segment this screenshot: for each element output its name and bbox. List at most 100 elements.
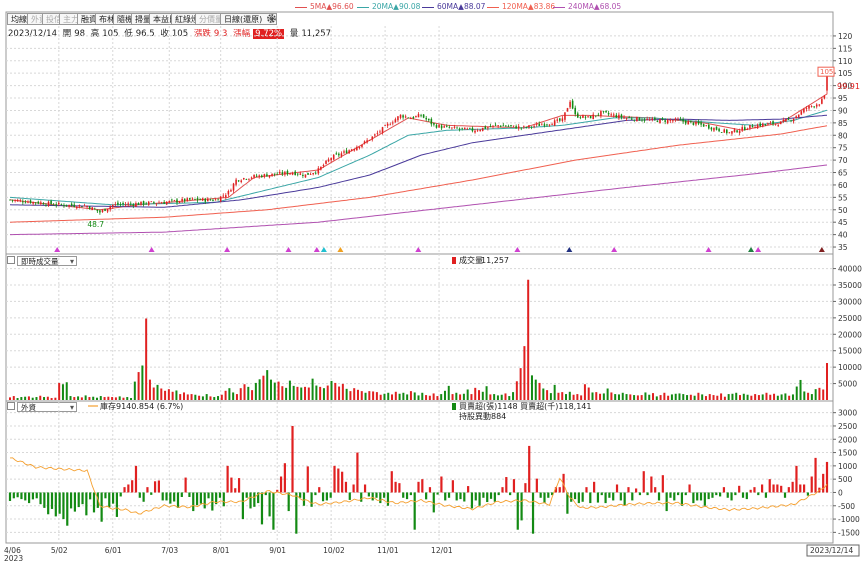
volume-bar <box>591 392 594 400</box>
candle <box>579 117 582 119</box>
candle <box>643 119 646 121</box>
price-tick-label: 70 <box>838 156 848 165</box>
candle <box>314 172 317 174</box>
candle <box>636 117 638 122</box>
price-tick-label: 40 <box>838 231 848 240</box>
netbuy-bar <box>688 484 691 493</box>
netbuy-bar <box>390 471 393 493</box>
candle <box>389 124 392 126</box>
netbuy-bar <box>375 492 378 498</box>
candle <box>510 125 512 127</box>
foreign-panel-settings-icon[interactable] <box>7 402 15 410</box>
volume-bar <box>716 395 719 400</box>
volume-bar <box>409 391 412 400</box>
candle <box>160 202 163 204</box>
candle <box>728 132 731 134</box>
gear-icon[interactable] <box>266 13 277 24</box>
netbuy-bar <box>661 475 664 493</box>
netbuy-bar <box>669 492 672 498</box>
candle <box>219 196 222 202</box>
netbuy-bar <box>657 492 661 501</box>
netbuy-bar <box>814 457 817 493</box>
netbuy-bar <box>623 492 626 506</box>
netbuy-bar <box>413 492 416 530</box>
volume-bar <box>205 394 208 400</box>
netbuy-bar <box>283 463 286 493</box>
ma-line-60ma <box>9 114 828 208</box>
candle <box>600 111 602 116</box>
volume-bar <box>73 397 76 400</box>
netbuy-bar <box>596 492 600 503</box>
netbuy-bar <box>810 476 813 493</box>
netbuy-bar <box>73 492 77 512</box>
candle <box>461 127 463 129</box>
volume-bar <box>182 392 185 400</box>
netbuy-bar <box>127 484 130 493</box>
netbuy-bar <box>783 492 787 498</box>
candle <box>119 204 122 205</box>
candle <box>420 115 422 117</box>
volume-bar <box>636 395 639 400</box>
volume-indicator-select[interactable]: 即時成交量 <box>17 256 77 267</box>
volume-bar <box>659 395 662 400</box>
candle <box>618 114 620 119</box>
volume-bar <box>818 387 821 400</box>
quote-close-label: 收 <box>160 29 169 39</box>
candle <box>88 206 91 210</box>
netbuy-bar <box>447 492 451 498</box>
volume-bar <box>156 384 159 400</box>
candle <box>751 125 754 128</box>
volume-bar <box>757 395 760 400</box>
candle <box>443 126 445 128</box>
netbuy-bar <box>489 492 493 499</box>
candle <box>397 116 399 121</box>
netbuy-bar <box>509 492 512 496</box>
netbuy-bar <box>43 492 46 508</box>
candle <box>471 127 474 132</box>
inventory-legend-label: 庫存9140.854 (6.7%) <box>100 401 183 411</box>
candle <box>135 203 137 207</box>
quote-pct-badge: 9.72% <box>253 29 285 39</box>
netbuy-bar <box>241 492 244 520</box>
candle <box>541 124 543 126</box>
volume-bar <box>69 396 72 400</box>
candle <box>55 204 58 206</box>
netbuy-bar <box>768 479 771 493</box>
netbuy-bar <box>566 492 569 514</box>
netbuy-bar <box>192 492 195 512</box>
candle <box>320 166 322 170</box>
candle <box>669 120 672 121</box>
volume-bar <box>277 381 280 400</box>
netbuy-bar <box>650 476 653 493</box>
netbuy-bar <box>543 492 546 504</box>
candle <box>122 202 124 205</box>
candle <box>99 210 101 213</box>
candle <box>381 127 384 134</box>
foreign-indicator-select[interactable]: 外資 <box>17 402 77 413</box>
candle <box>60 204 63 206</box>
candle <box>93 208 96 210</box>
candle <box>479 129 481 132</box>
volume-bar <box>625 394 628 400</box>
netbuy-bar <box>699 492 703 501</box>
candle <box>327 159 330 162</box>
netbuy-bar <box>577 492 580 504</box>
volume-bar <box>364 392 367 400</box>
candle <box>209 199 212 201</box>
volume-bar <box>580 395 583 400</box>
netbuy-bar <box>734 492 737 496</box>
candle <box>350 149 353 152</box>
candle <box>769 122 772 124</box>
candle <box>255 175 258 177</box>
x-axis-label: 11/01 <box>377 546 399 555</box>
volume-panel-settings-icon[interactable] <box>7 256 15 264</box>
candle <box>40 202 42 204</box>
candle <box>553 120 556 126</box>
candle <box>582 115 584 118</box>
candle <box>589 115 592 119</box>
volume-bar <box>232 392 235 400</box>
netbuy-bar <box>677 492 680 496</box>
netbuy-bar <box>188 492 191 497</box>
candle <box>83 205 86 207</box>
candle <box>178 201 181 203</box>
